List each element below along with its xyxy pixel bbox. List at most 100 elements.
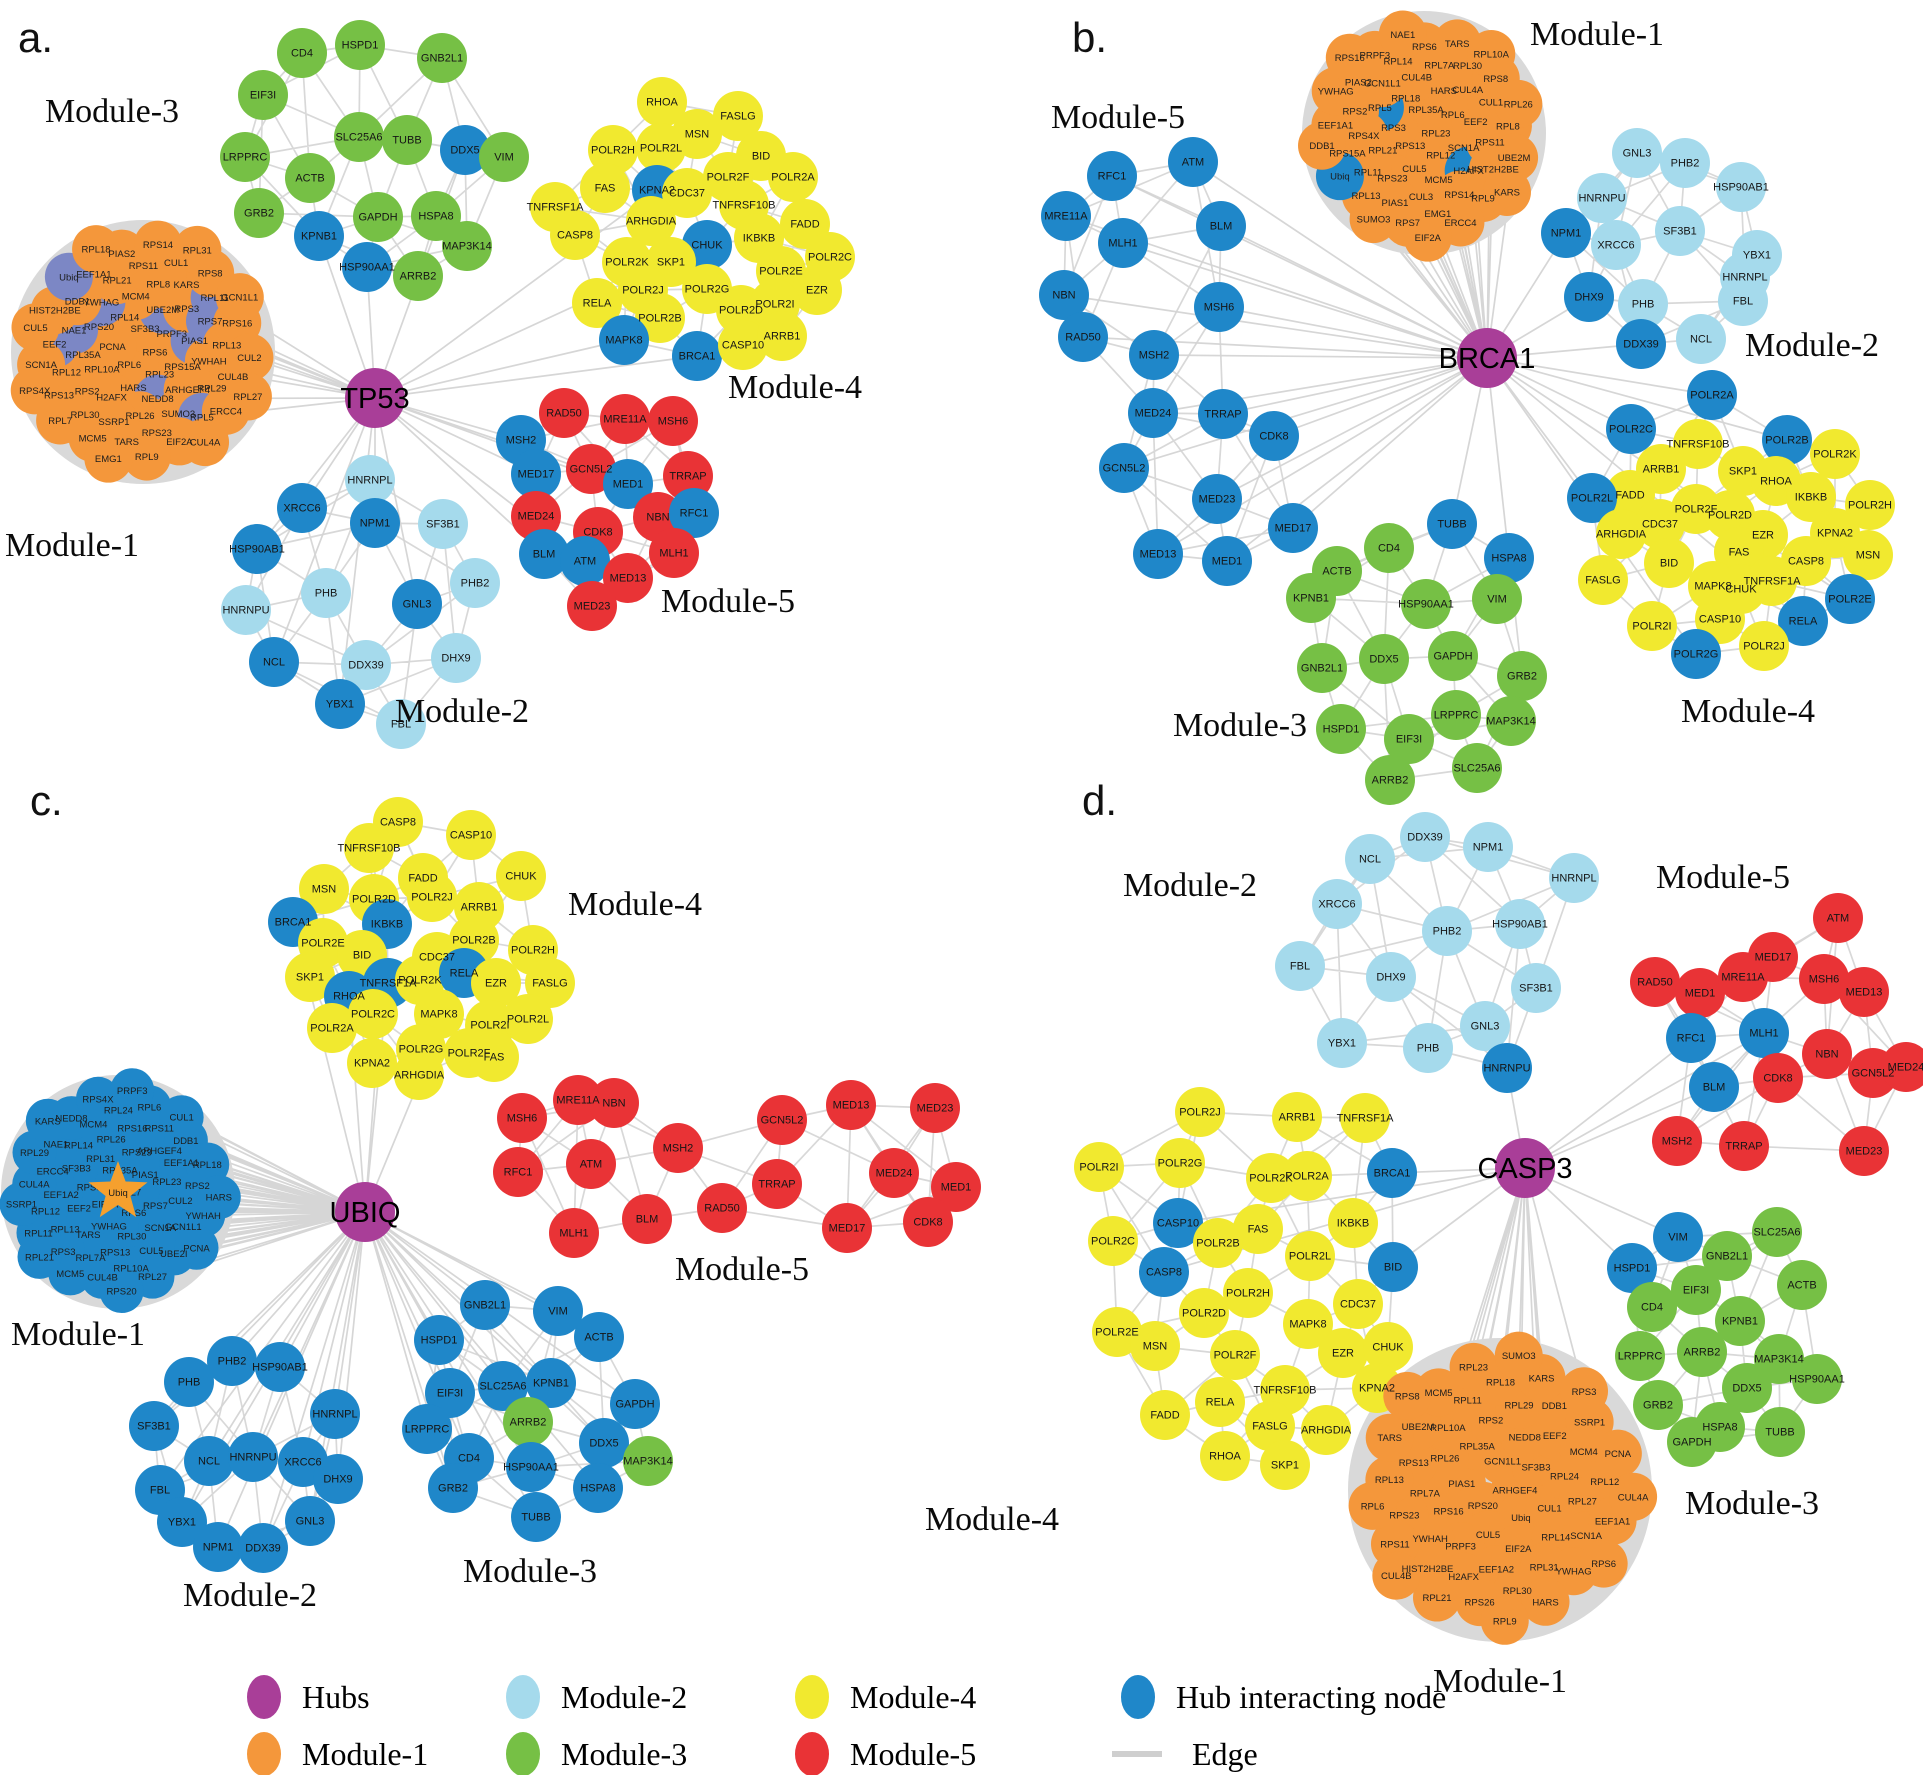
- node-RELA: [1195, 1377, 1245, 1427]
- node-KPNB1: [526, 1358, 576, 1408]
- node-GCN5L2: [757, 1095, 807, 1145]
- node-PHB: [164, 1357, 214, 1407]
- node-POLR2B: [1762, 415, 1812, 465]
- node-POLR2C: [1088, 1216, 1138, 1266]
- node-GNB2L1: [1702, 1231, 1752, 1281]
- node-BRCA1: [1367, 1148, 1417, 1198]
- node-GNL3: [285, 1496, 335, 1546]
- node-HSP90AB1: [232, 524, 282, 574]
- node-ARRB1: [757, 311, 807, 361]
- node-POLR2B: [635, 293, 685, 343]
- node-ARHGDIA: [1596, 509, 1646, 559]
- node-DHX9: [313, 1454, 363, 1504]
- legend-swatch-module5: [795, 1732, 829, 1775]
- hub-node-UBIQ: [335, 1182, 395, 1242]
- node-FASLG: [1245, 1401, 1295, 1451]
- node-RPS3: [1560, 1367, 1609, 1416]
- node-KARS: [1482, 167, 1531, 216]
- node-SUMO3: [1494, 1331, 1543, 1380]
- node-EIF3I: [1384, 714, 1434, 764]
- node-POLR2B: [1193, 1218, 1243, 1268]
- legend-swatch-module4: [795, 1675, 829, 1719]
- node-POLR2L: [636, 123, 686, 173]
- node-RPL27: [223, 372, 272, 421]
- node-RPL9: [122, 432, 171, 481]
- node-TNFRSF1A: [1340, 1093, 1390, 1143]
- node-SF3B1: [1511, 963, 1561, 1013]
- node-MED13: [826, 1080, 876, 1130]
- node-MAP3K14: [1754, 1334, 1804, 1384]
- node-ARRB2: [1677, 1327, 1727, 1377]
- node-POLR2F: [1210, 1330, 1260, 1380]
- node-MED23: [1192, 474, 1242, 524]
- node-MRE11A: [1041, 191, 1091, 241]
- node-XRCC6: [1312, 879, 1362, 929]
- node-MED24: [511, 491, 561, 541]
- node-HNRNPL: [310, 1389, 360, 1439]
- node-MLH1: [649, 528, 699, 578]
- node-RPS20: [99, 1269, 144, 1314]
- node-RPS8: [1383, 1371, 1432, 1420]
- node-ARHGDIA: [1301, 1405, 1351, 1455]
- legend-swatch-interact: [1121, 1675, 1155, 1719]
- node-POLR2J: [407, 872, 457, 922]
- node-POLR2G: [1671, 629, 1721, 679]
- node-GAPDH: [1667, 1417, 1717, 1467]
- module-title-module-3: Module-3: [1685, 1485, 1819, 1522]
- node-HSPA8: [1484, 533, 1534, 583]
- node-VIM: [479, 132, 529, 182]
- node-RPL10A: [1467, 29, 1516, 78]
- node-HSPD1: [1316, 704, 1366, 754]
- node-ATM: [1168, 137, 1218, 187]
- node-RPS16: [1325, 33, 1374, 82]
- node-MED24: [1881, 1042, 1923, 1092]
- node-SLC25A6: [1752, 1207, 1802, 1257]
- node-POLR2H: [588, 125, 638, 175]
- node-PHB2: [1660, 138, 1710, 188]
- node-KPNB1: [1715, 1296, 1765, 1346]
- node-DDX39: [238, 1523, 288, 1573]
- node-BLM: [519, 529, 569, 579]
- node-TUBB: [1755, 1407, 1805, 1457]
- module-title-module-4: Module-4: [728, 369, 862, 406]
- module-title-module-2: Module-2: [1123, 867, 1257, 904]
- node-POLR2J: [1739, 621, 1789, 671]
- node-RPL21: [17, 1234, 62, 1279]
- module-title-module-5: Module-5: [1051, 99, 1185, 136]
- node-PCNA: [174, 1225, 219, 1270]
- node-NCL: [184, 1436, 234, 1486]
- node-ARRB2: [393, 251, 443, 301]
- node-MED23: [910, 1083, 960, 1133]
- node-LRPPRC: [220, 132, 270, 182]
- node-MLH1: [1098, 218, 1148, 268]
- node-MED1: [1675, 968, 1725, 1018]
- node-TNFRSF1A: [1747, 556, 1797, 606]
- node-DDX39: [1400, 812, 1450, 862]
- node-CUL5: [11, 303, 60, 352]
- node-SKP1: [285, 952, 335, 1002]
- module-title-module-2: Module-2: [183, 1577, 317, 1614]
- module-title-module-1: Module-1: [5, 527, 139, 564]
- node-HSP90AB1: [1716, 162, 1766, 212]
- legend-label-edge: Edge: [1192, 1736, 1258, 1772]
- node-NCL: [1676, 314, 1726, 364]
- node-POLR2A: [768, 152, 818, 202]
- node-RFC1: [493, 1147, 543, 1197]
- node-CUL2: [225, 333, 274, 382]
- node-FADD: [1140, 1390, 1190, 1440]
- module-title-module-5: Module-5: [661, 583, 795, 620]
- node-POLR2K: [1246, 1153, 1296, 1203]
- node-EMG1: [84, 434, 133, 483]
- node-CD4: [1364, 523, 1414, 573]
- node-DHX9: [431, 633, 481, 683]
- node-ACTB: [1777, 1260, 1827, 1310]
- node-BLM: [1196, 201, 1246, 251]
- node-HSP90AA1: [506, 1442, 556, 1492]
- module-title-module-3: Module-3: [1173, 707, 1307, 744]
- module-title-module-4: Module-4: [568, 886, 702, 923]
- node-MSH2: [653, 1123, 703, 1173]
- node-HSPD1: [414, 1315, 464, 1365]
- node-FAS: [469, 1032, 519, 1082]
- node-TUBB: [511, 1492, 561, 1542]
